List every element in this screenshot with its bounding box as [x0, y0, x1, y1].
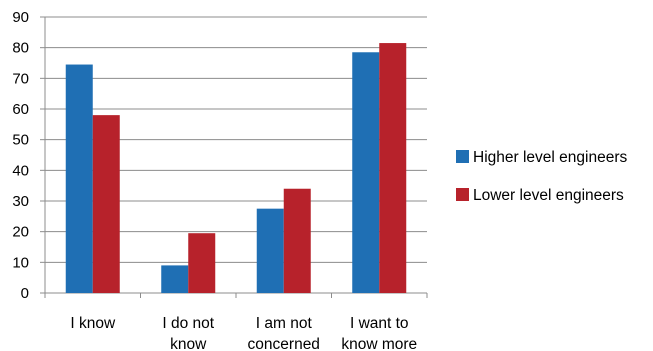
x-tick-label: I want to	[350, 315, 409, 332]
y-tick-label: 50	[12, 132, 29, 149]
tick-labels: 0 10 20 30 40 50 60 70 80 90 I know I do not know I a…	[12, 9, 417, 351]
y-tick-label: 20	[12, 224, 29, 241]
y-tick-label: 60	[12, 101, 29, 118]
bar-lower-2	[283, 188, 311, 293]
legend: Higher level engineers Lower level engine…	[456, 149, 627, 204]
y-tick-label: 30	[12, 193, 29, 210]
x-tick-label: know more	[341, 336, 417, 351]
x-tick-label: know	[170, 336, 207, 351]
legend-swatch	[456, 150, 469, 163]
x-tick-label: I do not	[162, 315, 214, 332]
legend-label: Higher level engineers	[473, 149, 627, 166]
y-tick-label: 70	[12, 70, 29, 87]
bar-higher-1	[161, 265, 189, 293]
bar-lower-1	[188, 233, 216, 293]
x-tick-label: I know	[70, 315, 116, 332]
bar-higher-2	[256, 208, 284, 293]
y-tick-label: 10	[12, 254, 29, 271]
legend-label: Lower level engineers	[473, 187, 624, 204]
x-tick-label: concerned	[248, 336, 320, 351]
y-tick-label: 40	[12, 162, 29, 179]
y-tick-label: 0	[21, 285, 29, 302]
bar-lower-0	[92, 115, 120, 293]
legend-swatch	[456, 188, 469, 201]
y-tick-label: 80	[12, 40, 29, 57]
y-tick-label: 90	[12, 9, 29, 26]
bar-lower-3	[379, 43, 407, 293]
bar-higher-0	[65, 64, 93, 294]
bar-higher-3	[352, 52, 380, 294]
x-tick-label: I am not	[256, 315, 313, 332]
bars	[65, 43, 407, 294]
